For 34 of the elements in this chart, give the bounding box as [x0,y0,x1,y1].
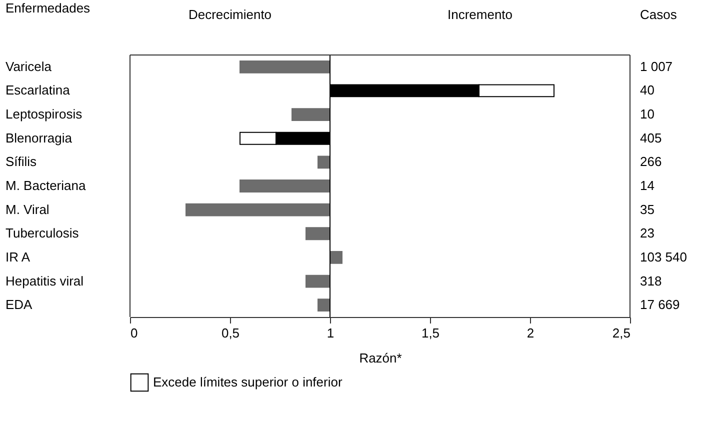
y-tick-label: EDA [6,297,33,312]
y2-tick-label: 10 [640,106,654,122]
y-tick-label: Tuberculosis [6,226,80,241]
y-tick-label: Varicela [6,58,52,74]
y-tick-label: Escarlatina [6,82,71,98]
y2-tick-label: 318 [640,273,662,288]
y-tick-label: Blenorragia [6,130,73,146]
y-tick-label: Sífilis [6,154,38,170]
y2-tick-label: 103 540 [640,249,687,264]
y2-tick-label: 1 007 [640,58,673,74]
y2-tick-label: 405 [640,130,662,146]
y-tick-label: Leptospirosis [6,106,83,122]
y-tick-label: Hepatitis viral [6,273,84,288]
text: Decrecimiento [188,7,272,22]
y2-tick-label: 23 [640,226,654,241]
y-tick-label: M. Viral [6,202,50,217]
x-tick-label: 2,5 [612,326,630,340]
x-tick-label: 0,5 [221,326,240,340]
y2-tick-label: 14 [640,178,654,193]
x-tick-label: 1,5 [421,326,440,340]
y-axis-title: Enfermedades [6,0,91,16]
y2-tick-label: 35 [640,202,654,217]
x-axis-title: Razón* [359,350,402,366]
y2-tick-label: 266 [640,154,662,170]
x-tick-label: 0 [130,326,138,340]
x-tick-label: 2 [526,326,534,340]
y2-axis-title: Casos [640,7,678,22]
y2-tick-label: 17 669 [640,297,680,312]
text: Incremento [447,7,513,22]
y-tick-label: IR A [6,249,30,264]
x-tick-label: 1 [326,326,334,340]
y2-tick-label: 40 [640,82,654,98]
y-tick-label: M. Bacteriana [6,178,86,193]
legend-label: Excede límites superior o inferior [153,374,343,390]
